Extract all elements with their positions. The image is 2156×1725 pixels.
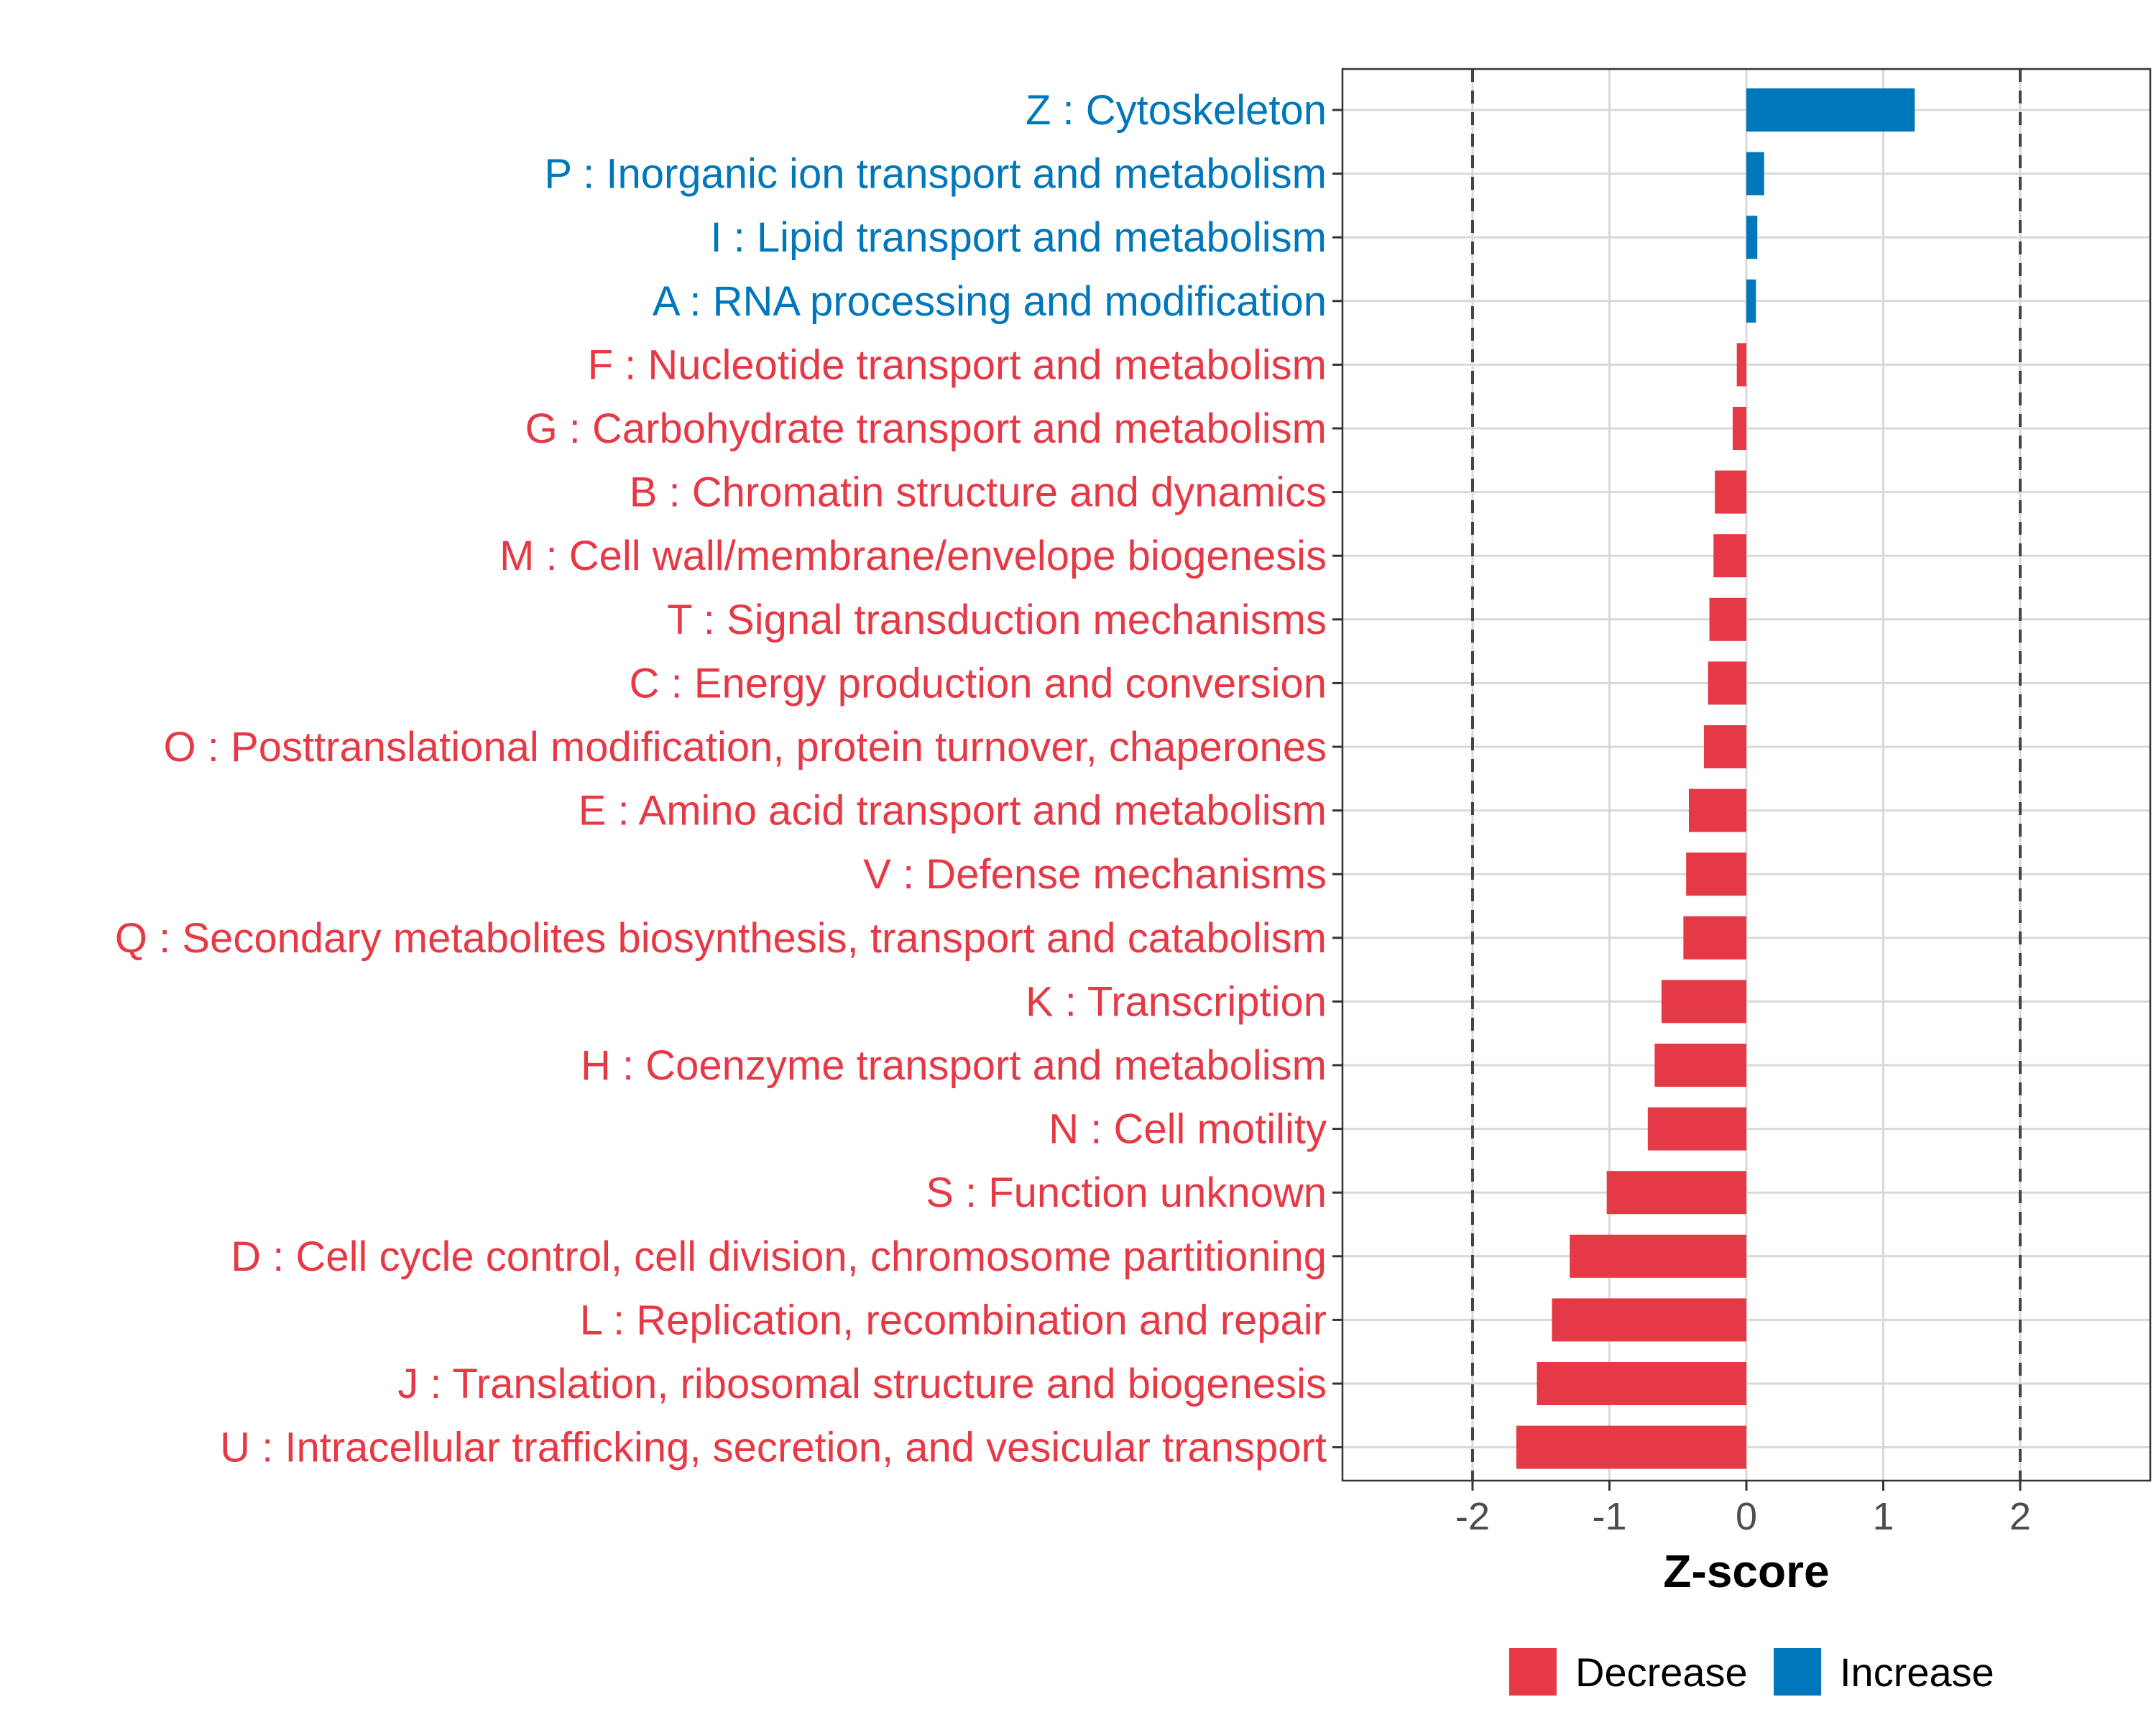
category-label-5: G : Carbohydrate transport and metabolis… — [525, 405, 1327, 452]
bar-0 — [1746, 88, 1915, 132]
bar-12 — [1686, 852, 1746, 896]
bar-13 — [1683, 916, 1746, 960]
bar-1 — [1746, 152, 1764, 196]
bar-17 — [1606, 1171, 1746, 1215]
bar-10 — [1703, 725, 1746, 768]
x-axis-ticks: -2 -1 0 1 2 — [1455, 1481, 2031, 1538]
category-label-21: U : Intracellular trafficking, secretion… — [220, 1425, 1327, 1471]
x-tick-label-3: 1 — [1872, 1495, 1894, 1538]
bar-16 — [1647, 1107, 1746, 1151]
bar-6 — [1715, 470, 1746, 514]
x-tick-label-0: -2 — [1455, 1495, 1490, 1538]
y-axis-category-labels: Z : Cytoskeleton P : Inorganic ion transp… — [115, 87, 1327, 1471]
category-label-15: H : Coenzyme transport and metabolism — [581, 1042, 1327, 1089]
category-label-16: N : Cell motility — [1049, 1106, 1327, 1153]
category-label-19: L : Replication, recombination and repai… — [580, 1297, 1327, 1343]
bar-15 — [1654, 1044, 1746, 1087]
category-label-7: M : Cell wall/membrane/envelope biogenes… — [499, 533, 1327, 579]
x-tick-label-4: 2 — [2009, 1495, 2031, 1538]
category-label-10: O : Posttranslational modification, prot… — [164, 724, 1327, 770]
bar-18 — [1570, 1234, 1746, 1278]
x-axis-title: Z-score — [1663, 1545, 1829, 1597]
category-label-8: T : Signal transduction mechanisms — [667, 597, 1327, 643]
category-label-2: I : Lipid transport and metabolism — [710, 214, 1327, 261]
legend: Decrease Increase — [1509, 1648, 1994, 1696]
category-label-6: B : Chromatin structure and dynamics — [630, 469, 1327, 516]
category-label-0: Z : Cytoskeleton — [1026, 87, 1327, 134]
category-label-1: P : Inorganic ion transport and metaboli… — [544, 151, 1327, 198]
bar-11 — [1688, 788, 1746, 832]
category-label-13: Q : Secondary metabolites biosynthesis, … — [115, 915, 1327, 962]
bar-21 — [1516, 1425, 1746, 1469]
bar-4 — [1736, 343, 1746, 387]
category-label-20: J : Translation, ribosomal structure and… — [397, 1361, 1327, 1407]
category-label-12: V : Defense mechanisms — [863, 851, 1327, 898]
x-tick-label-2: 0 — [1736, 1495, 1757, 1538]
bar-3 — [1746, 279, 1756, 323]
legend-label-decrease: Decrease — [1575, 1650, 1748, 1695]
bar-9 — [1708, 661, 1746, 705]
category-label-17: S : Function unknown — [926, 1169, 1327, 1216]
bar-8 — [1709, 597, 1746, 641]
bar-20 — [1537, 1362, 1746, 1405]
legend-swatch-increase — [1774, 1648, 1821, 1696]
reference-lines — [1470, 69, 2022, 1481]
bars — [1516, 88, 1915, 1469]
bar-7 — [1713, 534, 1746, 578]
category-label-18: D : Cell cycle control, cell division, c… — [231, 1233, 1327, 1280]
bar-5 — [1732, 407, 1746, 450]
bar-19 — [1552, 1298, 1746, 1342]
category-label-3: A : RNA processing and modification — [653, 278, 1327, 325]
category-label-14: K : Transcription — [1026, 978, 1327, 1025]
x-tick-label-1: -1 — [1592, 1495, 1626, 1538]
legend-swatch-decrease — [1509, 1648, 1557, 1696]
y-axis-ticks — [1332, 109, 1342, 1449]
bar-14 — [1661, 980, 1746, 1024]
legend-label-increase: Increase — [1840, 1650, 1994, 1695]
category-label-11: E : Amino acid transport and metabolism — [579, 788, 1327, 834]
bar-2 — [1746, 216, 1758, 259]
category-label-4: F : Nucleotide transport and metabolism — [588, 341, 1327, 388]
category-label-9: C : Energy production and conversion — [630, 660, 1327, 707]
